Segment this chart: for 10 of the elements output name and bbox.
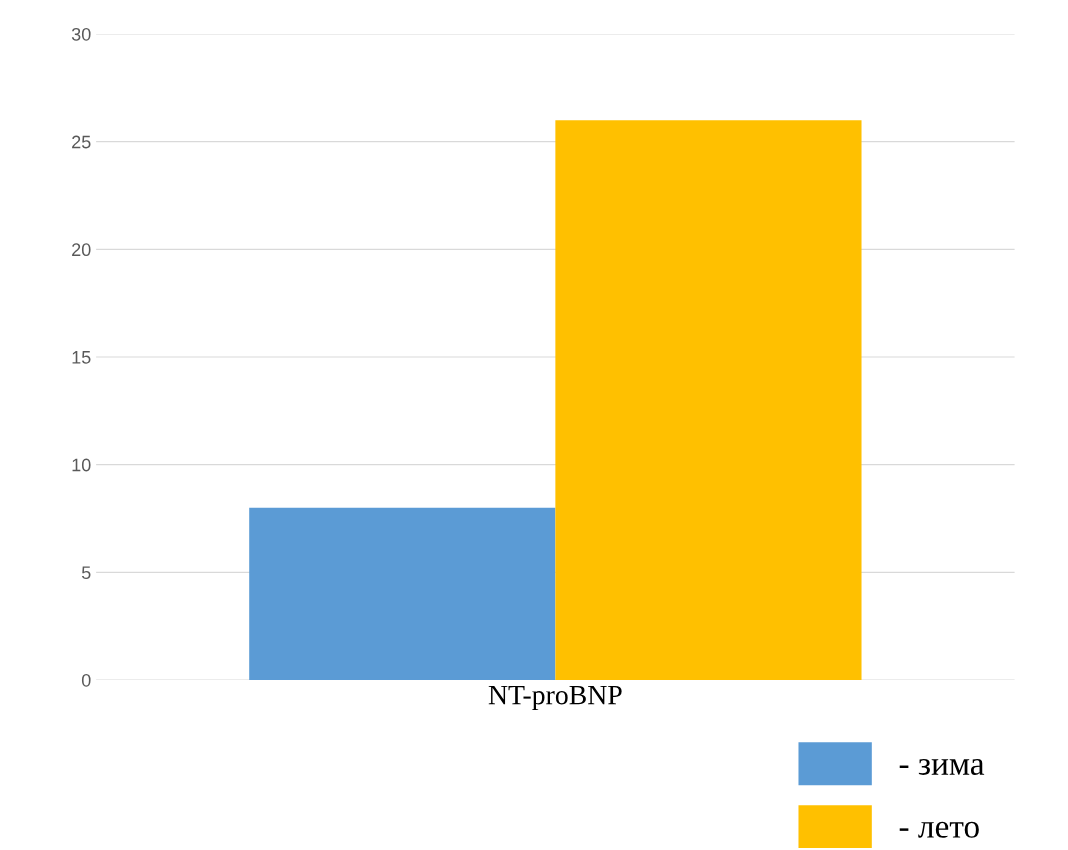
- y-tick-label: 20: [72, 243, 91, 257]
- y-tick-label: 5: [81, 566, 91, 580]
- y-tick-label: 0: [81, 673, 91, 687]
- y-tick-label: 25: [72, 135, 91, 149]
- x-tick-label: NT-proBNP: [488, 685, 622, 711]
- y-tick-label: 30: [71, 27, 91, 41]
- y-tick-label: 10: [72, 458, 91, 472]
- y-tick-label: 15: [72, 351, 91, 364]
- legend-label: - зима: [899, 758, 985, 775]
- legend-label: - лето: [899, 821, 979, 838]
